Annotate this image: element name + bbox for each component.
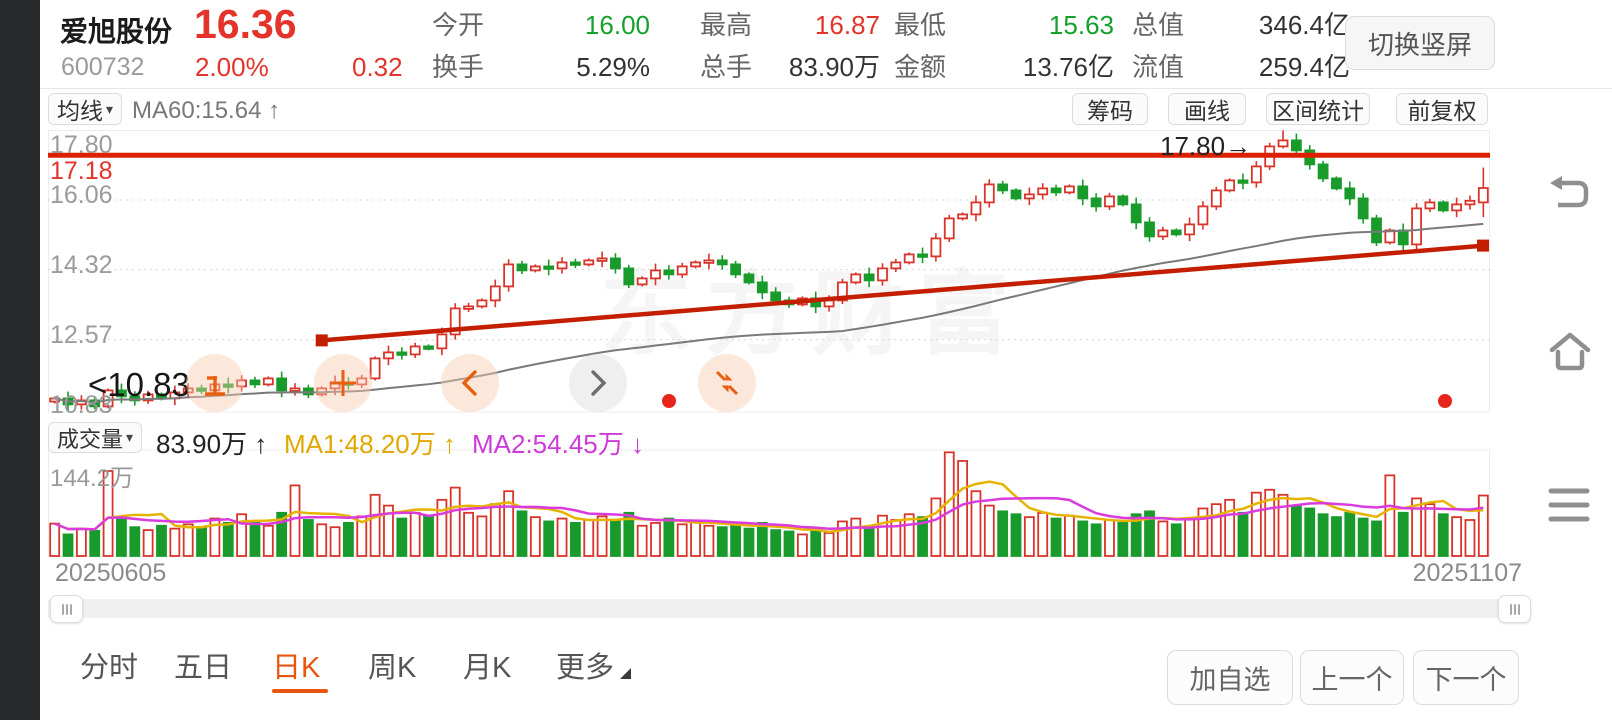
stat-col-low-amount: 最低 15.63 金额 13.76亿 bbox=[894, 8, 1114, 84]
chevron-down-icon: ▾ bbox=[106, 100, 114, 117]
stat-label: 金额 bbox=[894, 52, 947, 82]
volume-ma1-readout: MA1:48.20万 ↑ bbox=[284, 429, 456, 459]
measure-tool-button[interactable] bbox=[186, 354, 244, 412]
ma-selector-label: 均线 bbox=[57, 98, 103, 124]
stat-value: 16.00 bbox=[584, 10, 650, 40]
stat-label: 流值 bbox=[1132, 52, 1185, 82]
axis-label: 16.06 bbox=[50, 181, 113, 209]
visible-low-marker: <10.83 bbox=[88, 366, 190, 403]
stat-value: 15.63 bbox=[1048, 10, 1114, 40]
previous-stock-button[interactable]: 上一个 bbox=[1300, 650, 1404, 705]
stat-label: 最高 bbox=[700, 10, 753, 40]
measure-tool-icon bbox=[205, 376, 225, 396]
stat-col-caps: 总值 346.4亿 流值 259.4亿 bbox=[1132, 8, 1350, 84]
left-bezel bbox=[0, 0, 40, 720]
stat-label: 换手 bbox=[432, 52, 485, 82]
volume-selector-dropdown[interactable]: 成交量 ▾ bbox=[48, 422, 143, 453]
chart-scrollbar-track[interactable] bbox=[48, 599, 1530, 618]
add-drawing-button[interactable] bbox=[314, 354, 372, 412]
stat-label: 总手 bbox=[700, 52, 753, 82]
chevron-left-icon bbox=[461, 370, 477, 396]
stat-label: 今开 bbox=[432, 10, 485, 40]
tab-weekly-k[interactable]: 周K bbox=[368, 652, 417, 684]
home-icon bbox=[1549, 332, 1591, 371]
range-stats-button[interactable]: 区间统计 bbox=[1266, 93, 1370, 125]
axis-label: 14.32 bbox=[50, 251, 113, 279]
tab-minute[interactable]: 分时 bbox=[80, 652, 139, 684]
stat-value: 346.4亿 bbox=[1258, 10, 1350, 40]
change-amount: 0.32 bbox=[352, 52, 403, 82]
collapse-icon bbox=[715, 370, 739, 396]
stock-name: 爱旭股份 bbox=[60, 16, 173, 47]
axis-label: 17.80 bbox=[50, 131, 113, 159]
menu-button[interactable] bbox=[1548, 486, 1590, 524]
date-end: 20251107 bbox=[1412, 559, 1522, 587]
active-tab-underline bbox=[272, 689, 328, 693]
ma-selector-dropdown[interactable]: 均线 ▾ bbox=[48, 93, 123, 125]
current-price: 16.36 bbox=[194, 1, 297, 47]
stat-col-open-turnover: 今开 16.00 换手 5.29% bbox=[432, 8, 650, 84]
notification-dot bbox=[1438, 394, 1452, 408]
home-button[interactable] bbox=[1548, 330, 1592, 372]
draw-line-button[interactable]: 画线 bbox=[1168, 93, 1246, 125]
pan-left-button[interactable] bbox=[441, 354, 499, 412]
stat-value: 83.90万 bbox=[788, 52, 880, 82]
stat-value: 13.76亿 bbox=[1022, 52, 1114, 82]
more-triangle-icon bbox=[620, 668, 631, 679]
axis-label: 10.83 bbox=[50, 391, 113, 419]
date-start: 20250605 bbox=[55, 559, 167, 587]
tab-monthly-k[interactable]: 月K bbox=[463, 652, 512, 684]
stat-value: 259.4亿 bbox=[1258, 52, 1350, 82]
axis-label: 12.57 bbox=[50, 321, 113, 349]
stat-label: 最低 bbox=[894, 10, 947, 40]
header-divider bbox=[40, 88, 1612, 89]
brand-watermark: 东方财富 bbox=[600, 264, 1025, 366]
plus-icon bbox=[330, 370, 356, 396]
notification-dot bbox=[662, 394, 676, 408]
volume-axis-top-label: 144.2万 bbox=[50, 465, 135, 492]
rotate-screen-button[interactable]: 切换竖屏 bbox=[1345, 16, 1495, 70]
visible-high-marker: 17.80→ bbox=[1160, 131, 1252, 161]
stat-value: 5.29% bbox=[576, 52, 650, 82]
scrollbar-left-handle[interactable] bbox=[50, 595, 83, 623]
undo-icon bbox=[1550, 176, 1589, 208]
hamburger-menu-icon bbox=[1548, 488, 1590, 522]
chips-button[interactable]: 筹码 bbox=[1072, 93, 1148, 125]
volume-ma2-readout: MA2:54.45万 ↓ bbox=[472, 429, 644, 459]
volume-current: 83.90万 ↑ bbox=[156, 429, 268, 459]
stat-label: 总值 bbox=[1132, 10, 1185, 40]
tab-daily-k[interactable]: 日K bbox=[272, 652, 321, 684]
scrollbar-right-handle[interactable] bbox=[1498, 595, 1531, 623]
tab-five-day[interactable]: 五日 bbox=[174, 652, 233, 684]
ma60-readout: MA60:15.64 ↑ bbox=[132, 97, 281, 124]
chevron-down-icon: ▾ bbox=[126, 429, 134, 445]
volume-selector-label: 成交量 bbox=[57, 426, 124, 452]
stat-value: 16.87 bbox=[814, 10, 880, 40]
undo-button[interactable] bbox=[1546, 176, 1594, 218]
next-stock-button[interactable]: 下一个 bbox=[1413, 650, 1519, 705]
chevron-right-icon bbox=[591, 370, 607, 396]
pan-right-button[interactable] bbox=[569, 354, 627, 412]
stock-code: 600732 bbox=[61, 53, 145, 81]
stat-col-high-volume: 最高 16.87 总手 83.90万 bbox=[700, 8, 880, 84]
change-percent: 2.00% bbox=[195, 52, 269, 82]
add-watchlist-button[interactable]: 加自选 bbox=[1167, 650, 1293, 705]
adjust-mode-button[interactable]: 前复权 bbox=[1396, 93, 1488, 125]
hline-price-label: 17.18 bbox=[50, 157, 113, 185]
collapse-chart-button[interactable] bbox=[698, 354, 756, 412]
candlestick-chart[interactable] bbox=[48, 130, 1490, 558]
tab-more[interactable]: 更多 bbox=[556, 652, 615, 684]
